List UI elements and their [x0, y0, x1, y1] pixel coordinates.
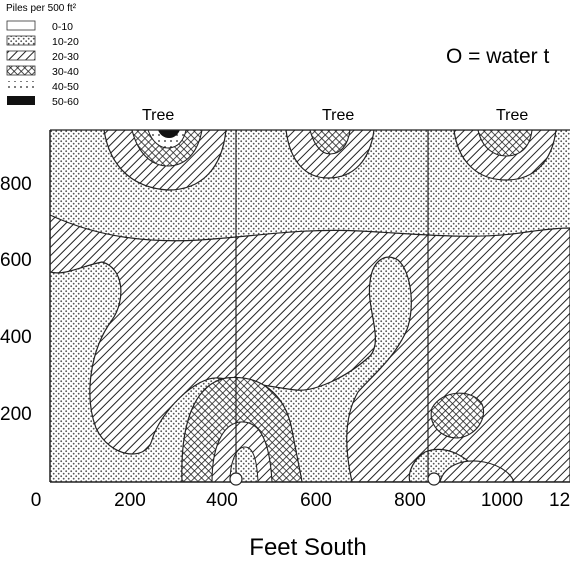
- legend-label-5: 50-60: [52, 96, 79, 108]
- tree3-zone-30-40: [477, 130, 533, 157]
- zone-30-40-right: [430, 392, 484, 439]
- x-tick-1000: 1000: [481, 490, 523, 511]
- x-axis-title: Feet South: [249, 534, 366, 561]
- tree-label-3: Tree: [496, 107, 528, 124]
- tree-label-1: Tree: [142, 107, 174, 124]
- legend-swatch-0-10: [6, 20, 36, 31]
- x-tick-400: 400: [206, 490, 238, 511]
- legend-label-3: 30-40: [52, 66, 79, 78]
- legend-swatch-30-40: [6, 65, 36, 76]
- x-tick-12: 12: [549, 490, 570, 511]
- legend-label-4: 40-50: [52, 81, 79, 93]
- y-tick-800: 800: [0, 174, 32, 195]
- contour-plot: [50, 130, 570, 482]
- tree-label-2: Tree: [322, 107, 354, 124]
- y-tick-400: 400: [0, 327, 32, 348]
- water-note: O = water t: [446, 45, 549, 68]
- water-trough-marker-1: [229, 472, 243, 486]
- tree2-zone-30-40: [309, 130, 351, 155]
- legend-label-1: 10-20: [52, 36, 79, 48]
- x-tick-600: 600: [300, 490, 332, 511]
- legend: Piles per 500 ft² 0-10 10-20 20-30 30-40…: [6, 3, 79, 108]
- legend-label-2: 20-30: [52, 51, 79, 63]
- tree1-zone-50-60: [158, 130, 180, 138]
- legend-swatch-20-30: [6, 50, 36, 61]
- y-tick-600: 600: [0, 250, 32, 271]
- legend-label-0: 0-10: [52, 21, 73, 33]
- legend-title: Piles per 500 ft²: [6, 3, 77, 14]
- legend-swatch-40-50: [7, 81, 35, 90]
- x-tick-0: 0: [31, 490, 42, 511]
- x-tick-800: 800: [394, 490, 426, 511]
- x-tick-200: 200: [114, 490, 146, 511]
- legend-swatch-50-60: [7, 96, 35, 105]
- y-tick-200: 200: [0, 404, 32, 425]
- legend-swatch-10-20: [6, 35, 36, 46]
- zone-20-30-bottom-right: [439, 460, 515, 482]
- water-trough-marker-2: [427, 472, 441, 486]
